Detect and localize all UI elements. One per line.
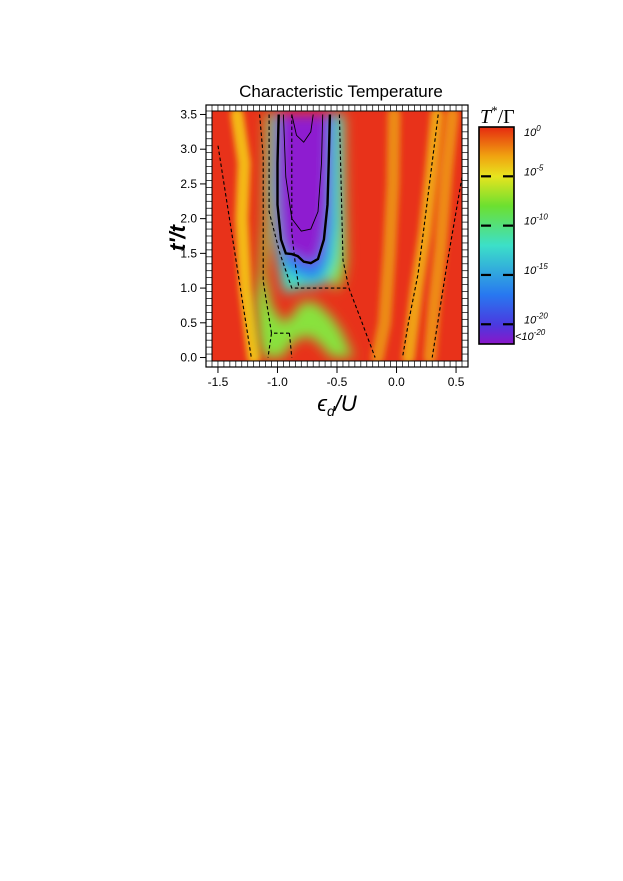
- phase-boundary-9: [431, 176, 462, 358]
- colorbar-title: T*/Γ: [480, 103, 515, 128]
- colorbar-title-star: *: [491, 103, 498, 118]
- x-tick-label: -1.0: [267, 375, 288, 389]
- phase-boundary-3: [259, 114, 290, 334]
- x-axis-label: ϵd/U: [317, 391, 357, 419]
- y-axis-label: t'/t: [165, 223, 190, 251]
- colorbar-title-t: T: [480, 106, 493, 128]
- phase-boundary-8: [401, 114, 439, 358]
- y-tick-label: 0.0: [180, 351, 197, 365]
- phase-boundary-7: [338, 114, 350, 289]
- phase-boundary-5: [288, 333, 293, 358]
- x-axis-label-subscript: d: [327, 403, 336, 419]
- heatmap-stripe-1: [230, 111, 261, 361]
- heatmap-stripe-4: [371, 111, 401, 361]
- y-axis-ticks: 0.0 0.5 1.0 1.5 2.0 2.5 3.0 3.5: [180, 107, 206, 365]
- phase-boundary-6: [291, 114, 300, 289]
- x-tick-label: 0.0: [388, 375, 405, 389]
- frame-ticks: [206, 105, 468, 367]
- chart-title: Characteristic Temperature: [239, 82, 443, 101]
- x-tick-label: -0.5: [327, 375, 348, 389]
- y-tick-label: 1.5: [180, 246, 197, 260]
- y-tick-label: 1.0: [180, 281, 197, 295]
- colorbar-dashes: [481, 175, 513, 326]
- heatmap: [212, 111, 462, 361]
- phase-boundary-4: [267, 333, 273, 358]
- colorbar-title-rest: /Γ: [498, 106, 515, 128]
- heatmap-region-1: [277, 114, 330, 264]
- y-tick-label: 3.0: [180, 142, 197, 156]
- colorbar-label: 10-15: [524, 262, 548, 277]
- contour-line-1: [276, 114, 332, 265]
- contour-lines: [276, 114, 332, 265]
- heatmap-stripes: [230, 111, 459, 361]
- heatmap-stripe-3: [423, 111, 459, 361]
- colorbar-label: 10-10: [524, 213, 548, 228]
- phase-boundaries: [217, 114, 462, 358]
- x-tick-label: -1.5: [208, 375, 229, 389]
- contour-line-2: [282, 114, 324, 232]
- colorbar-gradient: [478, 126, 515, 345]
- phase-boundary-2: [268, 114, 376, 358]
- x-tick-label: 0.5: [448, 375, 465, 389]
- y-tick-label: 0.5: [180, 316, 197, 330]
- y-tick-label: 2.0: [180, 212, 197, 226]
- colorbar-label: 10-20: [524, 311, 548, 326]
- x-axis-label-symbol: ϵ: [317, 391, 328, 416]
- colorbar-labels: 100 10-5 10-10 10-15 10-20 <10-20: [515, 124, 548, 343]
- y-tick-label: 2.5: [180, 177, 197, 191]
- colorbar-label: 10-5: [524, 163, 544, 178]
- x-axis-ticks: -1.5 -1.0 -0.5 0.0 0.5: [208, 367, 465, 389]
- colorbar: T*/Γ 100 10-5 10-10 10-15 10-20 <10-20: [478, 103, 548, 345]
- heatmap-stripe-2: [401, 111, 444, 361]
- contour-line-3: [291, 114, 314, 143]
- y-tick-label: 3.5: [180, 107, 197, 121]
- x-axis-label-rest: /U: [333, 391, 357, 416]
- colorbar-label: <10-20: [515, 328, 546, 343]
- colorbar-label: 100: [524, 124, 541, 139]
